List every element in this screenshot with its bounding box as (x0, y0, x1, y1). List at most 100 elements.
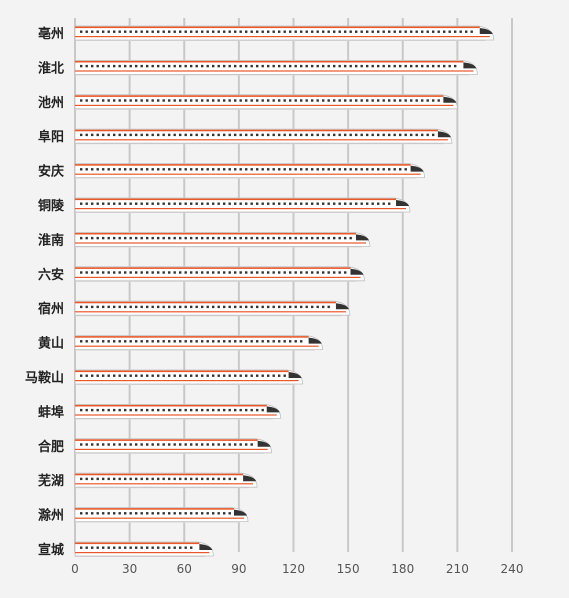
train-window (223, 408, 226, 412)
train-window (305, 305, 308, 309)
train-window (96, 99, 99, 102)
train-cockpit (479, 28, 493, 34)
train-window (146, 30, 149, 33)
train-window (190, 305, 193, 309)
train-window (190, 374, 193, 377)
train-window (146, 168, 149, 171)
train-window (404, 168, 407, 171)
train-window (140, 408, 143, 412)
train-window (239, 202, 242, 205)
train-window (382, 133, 385, 137)
train-window (190, 168, 193, 171)
train-window (217, 305, 220, 309)
train-window (426, 133, 429, 137)
train-window (382, 168, 385, 171)
train-window (261, 64, 264, 68)
category-label: 蚌埠 (38, 404, 64, 420)
train-window (212, 477, 215, 481)
train-window (151, 64, 154, 68)
train-window (113, 408, 116, 412)
train-window (140, 202, 143, 205)
train-window (124, 202, 127, 205)
train-window (250, 202, 253, 205)
train-window (217, 512, 220, 515)
train-window (162, 477, 165, 481)
train-window (322, 64, 325, 68)
bar-train (74, 404, 282, 420)
train-window (305, 99, 308, 102)
train-window (278, 64, 281, 68)
train-window (410, 99, 413, 102)
train-window (179, 443, 182, 446)
bar-train (74, 369, 304, 385)
train-window (135, 202, 138, 205)
train-window (294, 99, 297, 102)
train-window (107, 512, 110, 515)
train-window (140, 512, 143, 515)
train-window (228, 64, 231, 68)
train-window (162, 64, 165, 68)
train-window (278, 271, 281, 274)
train-window (261, 133, 264, 137)
train-window (184, 443, 187, 446)
train-window (355, 99, 358, 102)
train-window (338, 236, 341, 240)
train-window (113, 305, 116, 309)
train-window (300, 133, 303, 137)
train-window (278, 168, 281, 171)
train-window (305, 133, 308, 137)
train-window (102, 340, 105, 343)
train-window (344, 236, 347, 240)
train-window (85, 99, 88, 102)
train-window (267, 64, 270, 68)
train-window (135, 305, 138, 309)
train-window (333, 64, 336, 68)
train-window (190, 133, 193, 137)
train-window (146, 512, 149, 515)
train-window (382, 99, 385, 102)
train-window (355, 133, 358, 137)
train-window (349, 202, 352, 205)
train-window (228, 408, 231, 412)
train-window (195, 374, 198, 377)
category-label: 宿州 (38, 301, 64, 317)
train-window (135, 99, 138, 102)
train-stripe-top (75, 232, 356, 235)
train-window (206, 236, 209, 240)
train-window (168, 133, 171, 137)
train-window (151, 477, 154, 481)
train-window (173, 168, 176, 171)
train-window (195, 443, 198, 446)
train-window (256, 340, 259, 343)
train-window (201, 443, 204, 446)
train-window (140, 168, 143, 171)
train-window (168, 408, 171, 412)
train-window (239, 99, 242, 102)
train-window (399, 99, 402, 102)
train-window (272, 236, 275, 240)
train-window (360, 30, 363, 33)
train-window (322, 271, 325, 274)
train-window (399, 168, 402, 171)
train-window (151, 374, 154, 377)
train-window (80, 133, 83, 137)
train-window (113, 99, 116, 102)
train-window (404, 64, 407, 68)
train-window (102, 512, 105, 515)
train-window (173, 546, 176, 549)
train-stripe-bottom (75, 517, 244, 519)
train-window (195, 340, 198, 343)
train-window (360, 202, 363, 205)
train-stripe-bottom (75, 276, 361, 278)
category-label: 黄山 (38, 336, 64, 352)
train-window (184, 64, 187, 68)
train-window (333, 133, 336, 137)
train-window (102, 305, 105, 309)
train-window (278, 99, 281, 102)
train-window (206, 168, 209, 171)
train-window (157, 340, 160, 343)
train-window (201, 202, 204, 205)
train-window (360, 168, 363, 171)
train-window (250, 99, 253, 102)
train-window (223, 168, 226, 171)
